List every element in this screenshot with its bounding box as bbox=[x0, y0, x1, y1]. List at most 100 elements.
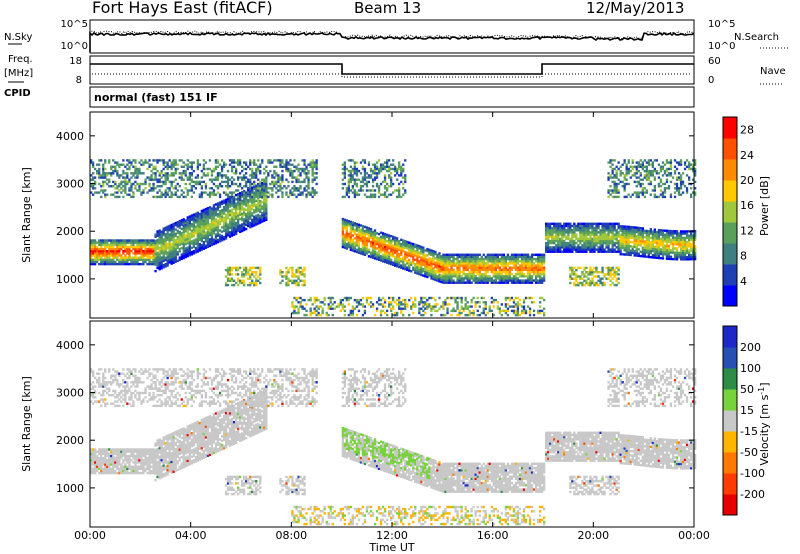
power-cell bbox=[172, 250, 175, 254]
power-cell bbox=[448, 264, 451, 267]
power-cell bbox=[325, 313, 328, 317]
power-cell bbox=[369, 230, 373, 233]
power-cell bbox=[180, 236, 183, 239]
power-cell bbox=[247, 178, 250, 181]
power-cell bbox=[375, 307, 379, 310]
power-cell bbox=[204, 212, 208, 215]
power-cell bbox=[446, 264, 449, 267]
power-cell bbox=[516, 303, 520, 306]
power-cell bbox=[571, 271, 574, 274]
power-cell bbox=[456, 296, 459, 300]
power-cell bbox=[478, 270, 481, 274]
power-cell bbox=[498, 253, 501, 256]
power-cell bbox=[553, 224, 556, 228]
power-cell bbox=[349, 229, 352, 232]
power-cell bbox=[406, 242, 409, 246]
power-cell bbox=[188, 241, 191, 244]
power-cell bbox=[176, 246, 179, 250]
power-cell bbox=[388, 296, 391, 300]
power-cell bbox=[398, 246, 401, 249]
power-cell bbox=[359, 172, 363, 175]
power-cell bbox=[186, 254, 189, 258]
power-cell bbox=[118, 176, 121, 179]
power-cell bbox=[470, 281, 473, 284]
power-cell bbox=[124, 245, 127, 249]
power-cell bbox=[120, 243, 123, 246]
power-cell bbox=[265, 180, 268, 184]
power-cell bbox=[402, 303, 405, 306]
power-cell bbox=[243, 228, 246, 232]
power-cell bbox=[301, 279, 304, 282]
power-cell bbox=[400, 174, 403, 177]
power-cell bbox=[609, 193, 612, 196]
power-cell bbox=[154, 259, 157, 262]
power-cell bbox=[230, 167, 234, 171]
power-cell bbox=[108, 161, 111, 164]
power-cell bbox=[593, 281, 596, 285]
power-cell bbox=[424, 311, 427, 315]
power-cell bbox=[305, 172, 308, 175]
power-cell bbox=[396, 262, 399, 266]
power-cell bbox=[232, 172, 236, 175]
power-cell bbox=[615, 229, 618, 232]
power-cell bbox=[251, 169, 254, 173]
power-cell bbox=[452, 255, 455, 259]
power-cell bbox=[313, 311, 316, 315]
power-cell bbox=[514, 296, 518, 300]
power-cell bbox=[601, 246, 604, 249]
power-cell bbox=[257, 218, 260, 221]
power-cell bbox=[595, 229, 598, 232]
power-cell bbox=[331, 313, 334, 317]
power-cell bbox=[180, 234, 183, 237]
power-cell bbox=[186, 191, 189, 194]
power-cell bbox=[373, 233, 377, 236]
power-cell bbox=[126, 172, 129, 175]
power-cell bbox=[609, 271, 612, 274]
power-cell bbox=[575, 248, 578, 251]
power-cell bbox=[371, 252, 375, 255]
power-cell bbox=[220, 234, 224, 238]
power-cell bbox=[287, 169, 290, 173]
power-cell bbox=[104, 167, 107, 171]
power-cell bbox=[426, 260, 429, 264]
power-cell bbox=[136, 250, 139, 253]
power-cell bbox=[357, 247, 361, 250]
power-cell bbox=[569, 273, 572, 276]
power-cell bbox=[255, 191, 258, 194]
power-cell bbox=[617, 167, 620, 171]
power-cell bbox=[297, 275, 300, 278]
power-cell bbox=[500, 257, 503, 261]
beam-label: Beam 13 bbox=[354, 0, 421, 17]
power-cell bbox=[152, 187, 155, 190]
power-cell bbox=[142, 260, 145, 264]
power-cell bbox=[388, 303, 391, 306]
power-cell bbox=[551, 239, 554, 243]
power-cell bbox=[530, 281, 534, 284]
power-cell bbox=[224, 209, 228, 212]
power-cell bbox=[182, 235, 185, 238]
power-cell bbox=[492, 272, 495, 276]
power-cell bbox=[170, 256, 173, 259]
power-cell bbox=[365, 176, 369, 179]
power-cell bbox=[224, 198, 228, 201]
power-cell bbox=[539, 262, 542, 265]
power-cell bbox=[102, 252, 105, 255]
power-cell bbox=[589, 226, 592, 230]
power-cell bbox=[363, 167, 367, 171]
power-cell bbox=[230, 273, 234, 276]
power-cell bbox=[573, 273, 576, 276]
power-cell bbox=[575, 277, 578, 280]
power-cell bbox=[224, 191, 228, 194]
power-cell bbox=[186, 189, 189, 192]
power-cell bbox=[230, 219, 234, 222]
power-cell bbox=[140, 243, 143, 246]
power-cell bbox=[373, 176, 377, 179]
power-cell bbox=[295, 165, 298, 168]
power-cell bbox=[573, 246, 576, 249]
power-cell bbox=[595, 283, 598, 287]
power-cell bbox=[196, 235, 199, 238]
power-cell bbox=[279, 176, 282, 179]
power-cell bbox=[522, 268, 526, 271]
power-cell bbox=[456, 270, 459, 274]
power-cell bbox=[442, 303, 445, 306]
